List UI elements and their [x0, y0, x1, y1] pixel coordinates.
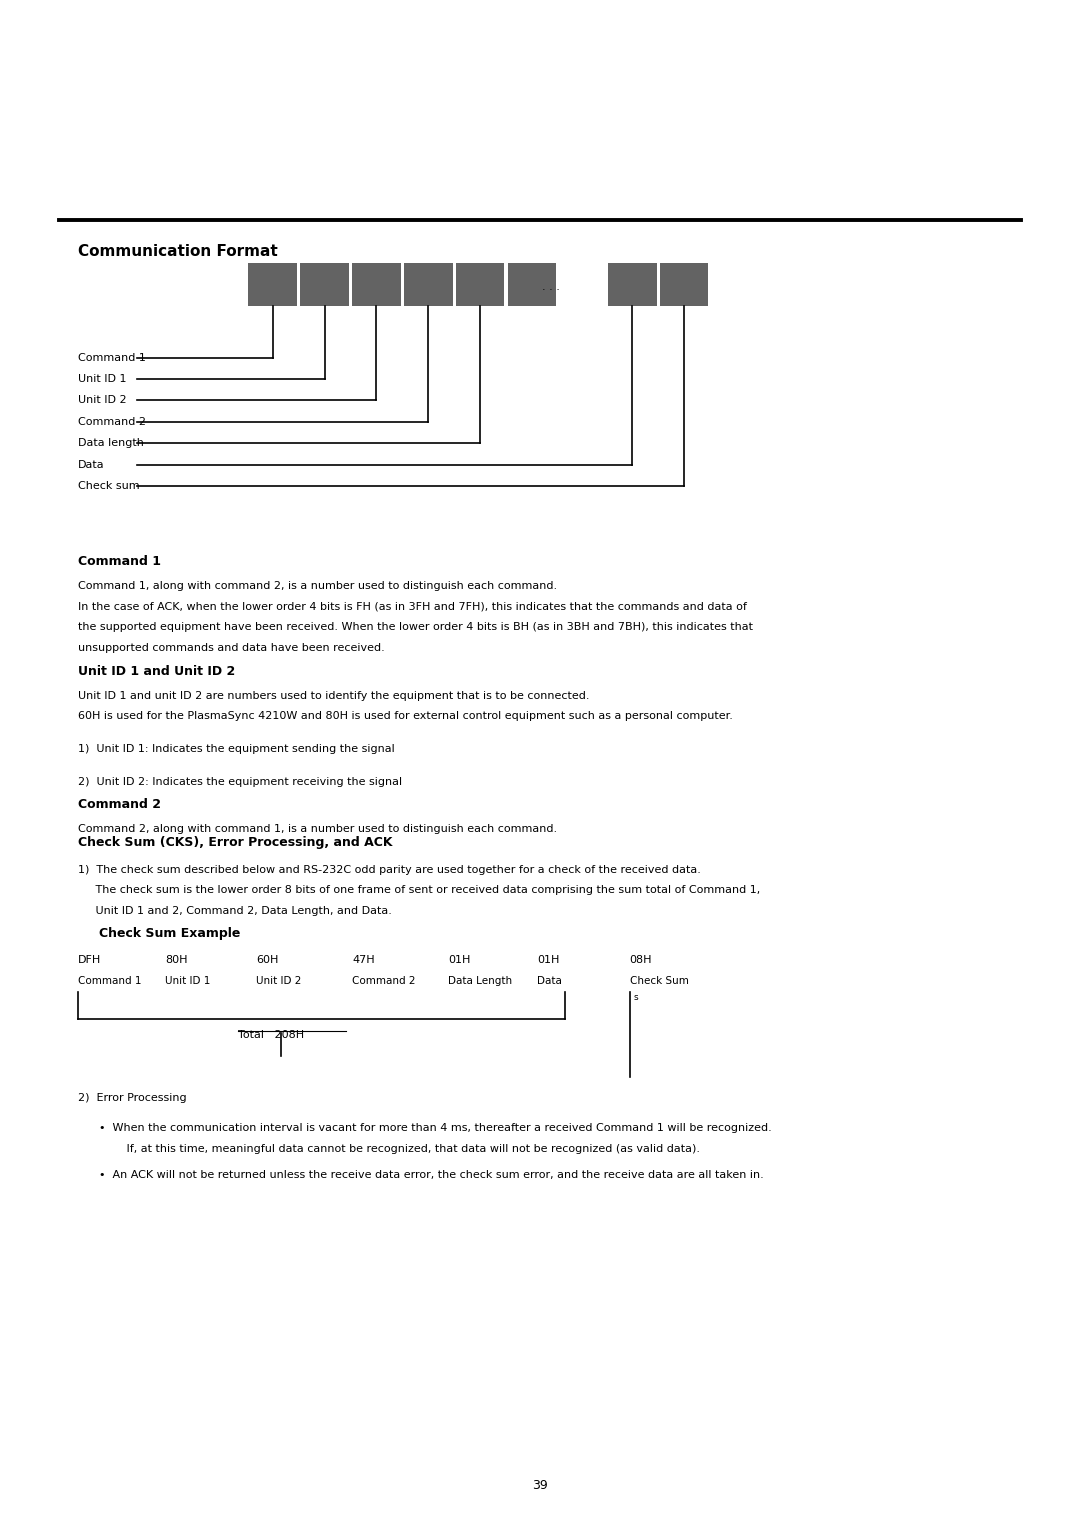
Bar: [508, 263, 556, 306]
Text: Command 2: Command 2: [352, 976, 416, 987]
Text: Data: Data: [537, 976, 562, 987]
Text: Check Sum: Check Sum: [630, 976, 689, 987]
Text: •  An ACK will not be returned unless the receive data error, the check sum erro: • An ACK will not be returned unless the…: [99, 1170, 765, 1181]
Bar: [660, 263, 708, 306]
Text: Unit ID 1 and 2, Command 2, Data Length, and Data.: Unit ID 1 and 2, Command 2, Data Length,…: [78, 906, 392, 917]
Text: Unit ID 1 and Unit ID 2: Unit ID 1 and Unit ID 2: [78, 665, 235, 678]
Text: Command 2: Command 2: [78, 417, 146, 426]
Text: Unit ID 1: Unit ID 1: [78, 374, 126, 384]
Text: 1)  Unit ID 1: Indicates the equipment sending the signal: 1) Unit ID 1: Indicates the equipment se…: [78, 744, 394, 755]
Text: Unit ID 2: Unit ID 2: [78, 396, 126, 405]
Text: . . .: . . .: [542, 283, 561, 292]
Text: 01H: 01H: [448, 955, 471, 966]
Bar: [456, 263, 504, 306]
Text: Total   208H: Total 208H: [238, 1030, 303, 1041]
Bar: [404, 263, 453, 306]
Text: Unit ID 2: Unit ID 2: [256, 976, 301, 987]
Text: Data length: Data length: [78, 439, 144, 448]
Text: Command 1, along with command 2, is a number used to distinguish each command.: Command 1, along with command 2, is a nu…: [78, 581, 557, 591]
Text: Data Length: Data Length: [448, 976, 512, 987]
Text: Command 1: Command 1: [78, 976, 141, 987]
Text: 01H: 01H: [537, 955, 559, 966]
Text: Communication Format: Communication Format: [78, 244, 278, 260]
Text: 08H: 08H: [630, 955, 652, 966]
Text: 80H: 80H: [165, 955, 188, 966]
Bar: [300, 263, 349, 306]
Text: 2)  Error Processing: 2) Error Processing: [78, 1093, 187, 1103]
Text: Command 1: Command 1: [78, 353, 146, 362]
Text: Data: Data: [78, 460, 105, 469]
Text: Command 2: Command 2: [78, 798, 161, 811]
Text: Check Sum Example: Check Sum Example: [99, 927, 241, 941]
Bar: [608, 263, 657, 306]
Text: Unit ID 1: Unit ID 1: [165, 976, 211, 987]
Text: Unit ID 1 and unit ID 2 are numbers used to identify the equipment that is to be: Unit ID 1 and unit ID 2 are numbers used…: [78, 691, 590, 701]
Text: Command 2, along with command 1, is a number used to distinguish each command.: Command 2, along with command 1, is a nu…: [78, 824, 557, 834]
Text: 1)  The check sum described below and RS-232C odd parity are used together for a: 1) The check sum described below and RS-…: [78, 865, 701, 876]
Text: DFH: DFH: [78, 955, 102, 966]
Text: 2)  Unit ID 2: Indicates the equipment receiving the signal: 2) Unit ID 2: Indicates the equipment re…: [78, 778, 402, 787]
Text: The check sum is the lower order 8 bits of one frame of sent or received data co: The check sum is the lower order 8 bits …: [78, 885, 760, 895]
Text: 39: 39: [532, 1479, 548, 1491]
Text: Check Sum (CKS), Error Processing, and ACK: Check Sum (CKS), Error Processing, and A…: [78, 836, 392, 850]
Bar: [248, 263, 297, 306]
Text: the supported equipment have been received. When the lower order 4 bits is BH (a: the supported equipment have been receiv…: [78, 622, 753, 633]
Text: In the case of ACK, when the lower order 4 bits is FH (as in 3FH and 7FH), this : In the case of ACK, when the lower order…: [78, 601, 746, 611]
Text: s: s: [634, 993, 638, 1002]
Text: unsupported commands and data have been received.: unsupported commands and data have been …: [78, 642, 384, 652]
Text: 47H: 47H: [352, 955, 375, 966]
Text: 60H: 60H: [256, 955, 279, 966]
Text: Command 1: Command 1: [78, 555, 161, 568]
Text: 60H is used for the PlasmaSync 4210W and 80H is used for external control equipm: 60H is used for the PlasmaSync 4210W and…: [78, 711, 732, 721]
Text: •  When the communication interval is vacant for more than 4 ms, thereafter a re: • When the communication interval is vac…: [99, 1123, 772, 1134]
Text: If, at this time, meaningful data cannot be recognized, that data will not be re: If, at this time, meaningful data cannot…: [116, 1143, 700, 1154]
Bar: [352, 263, 401, 306]
Text: Check sum: Check sum: [78, 481, 139, 490]
